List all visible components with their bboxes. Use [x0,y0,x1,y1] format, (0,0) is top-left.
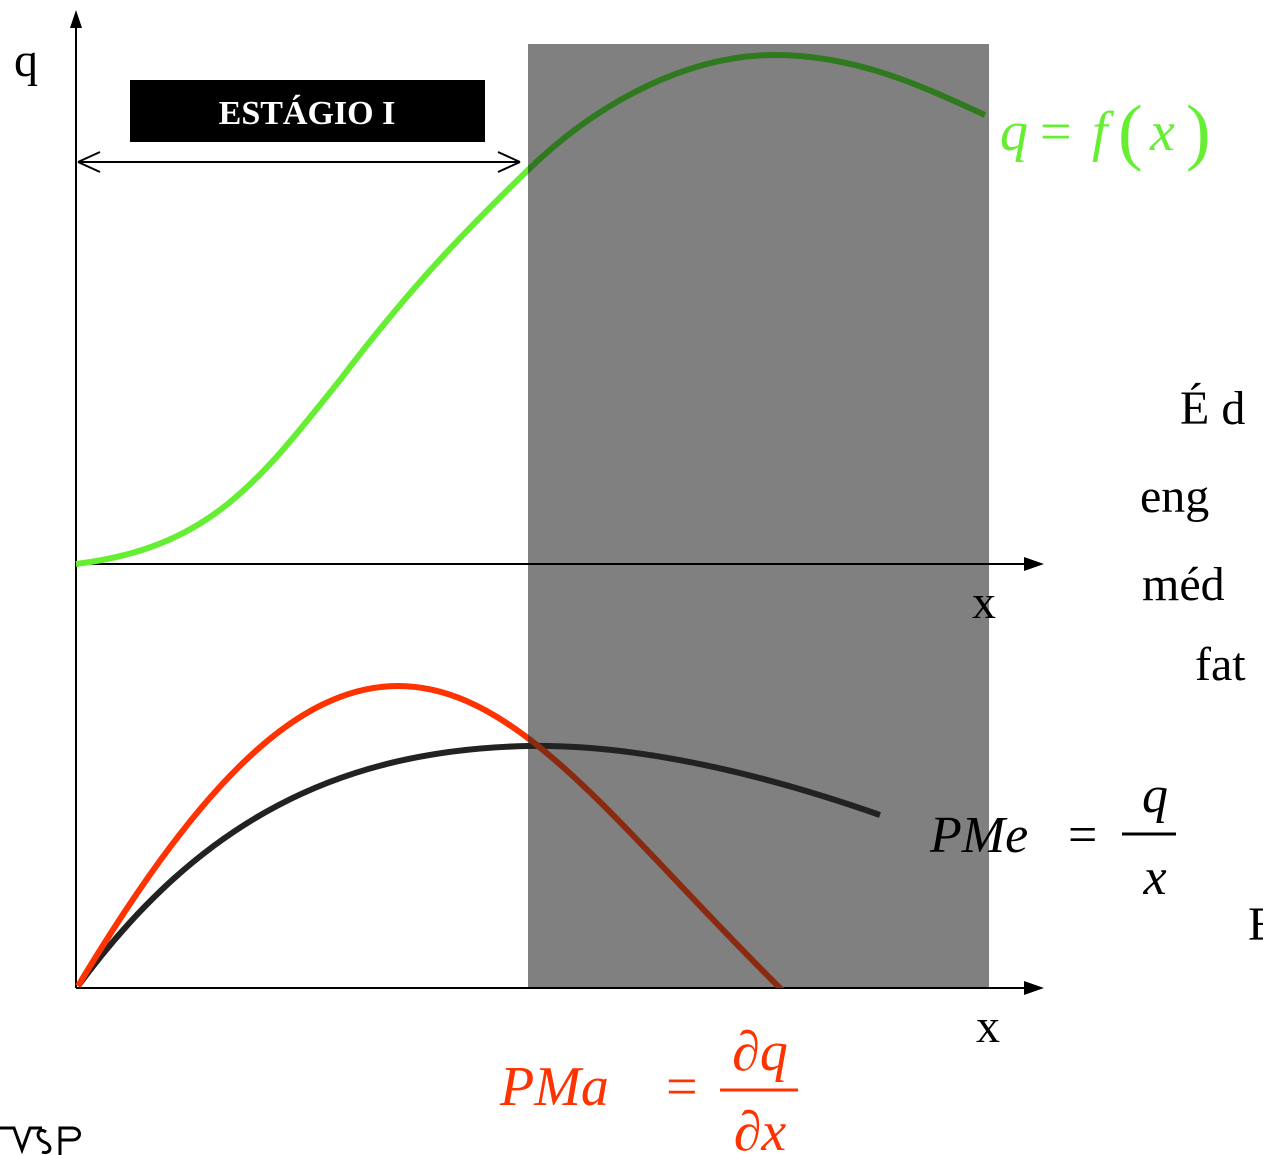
production-curve [75,51,987,567]
production-eq-arg: x [1149,101,1175,163]
production-eq-close: ) [1186,91,1211,173]
marginal-eq-numerator: ∂q [732,1021,788,1083]
bottom-x-axis-label: x [976,1000,1000,1053]
production-function-equation: q = f ( x ) [1000,91,1211,173]
marginal-product-curve [75,682,896,1107]
marginal-eq-sign: = [666,1056,698,1118]
side-text-line-1: É d [1180,382,1245,435]
stage-i-box [130,80,485,142]
marginal-eq-lhs: PMa [499,1056,609,1118]
usp-logo [0,1126,81,1155]
side-text-line-4: fat [1195,638,1246,691]
side-text-block: É d eng méd fat E [1140,382,1263,951]
side-text-line-5: E [1248,898,1263,951]
bottom-x-axis-arrow-icon [1024,981,1044,995]
production-eq-f: f [1092,101,1115,163]
stage-i-label: ESTÁGIO I [219,95,396,132]
stage-i-arrow-left-icon [77,151,101,173]
top-x-axis-arrow-icon [1024,557,1044,571]
production-eq-sign: = [1040,101,1072,163]
average-eq-denominator: x [1142,849,1166,906]
average-eq-lhs: PMe [929,807,1028,864]
top-x-axis-label: x [972,576,996,629]
top-y-axis-label: q [14,34,38,87]
average-product-curve [75,742,881,988]
marginal-eq-denominator: ∂x [734,1101,787,1155]
stage-i-arrow-right-icon [497,151,521,173]
average-eq-numerator: q [1142,767,1168,824]
average-eq-sign: = [1068,807,1097,864]
production-eq-lhs: q [1000,101,1028,163]
average-product-equation: PMe = q x [929,767,1176,906]
side-text-line-2: eng [1140,470,1209,523]
stage-ii-shaded-region [528,44,989,988]
marginal-product-equation: PMa = ∂q ∂x [499,1021,798,1155]
side-text-line-3: méd [1142,558,1225,611]
y-axis-arrow-icon [70,10,82,28]
production-eq-open: ( [1118,91,1143,173]
